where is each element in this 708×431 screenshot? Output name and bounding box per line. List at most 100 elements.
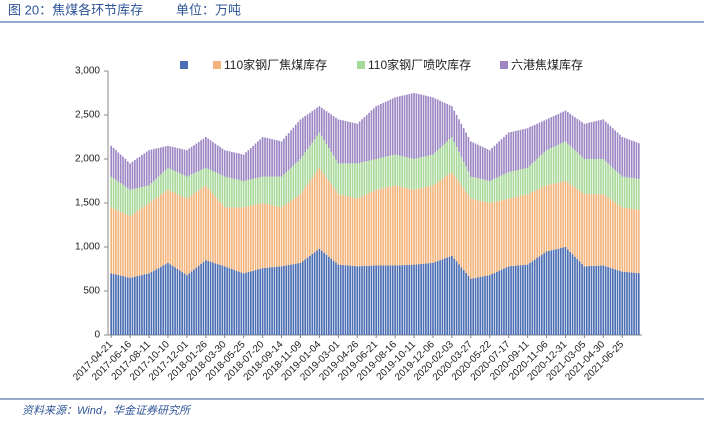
legend-label: 110家钢厂焦煤库存 xyxy=(224,57,327,72)
bar-segment xyxy=(505,134,508,174)
bar-segment xyxy=(178,195,181,271)
bar-segment xyxy=(152,199,155,271)
bar-segment xyxy=(408,188,411,265)
bar-segment xyxy=(491,147,493,180)
bar-segment xyxy=(597,158,600,195)
bar-segment xyxy=(190,195,193,272)
bar-segment xyxy=(143,153,146,187)
bar-segment xyxy=(396,155,399,186)
bar-segment xyxy=(512,131,515,172)
bar-segment xyxy=(626,138,628,178)
bar-segment xyxy=(567,249,569,335)
bar-segment xyxy=(337,163,340,195)
bar-segment xyxy=(119,183,122,212)
bar-segment xyxy=(372,190,375,266)
bar-segment xyxy=(349,122,351,164)
bar-segment xyxy=(235,152,238,180)
bar-segment xyxy=(500,139,503,176)
bar-segment xyxy=(354,197,356,267)
bar-segment xyxy=(148,273,150,335)
bar-segment xyxy=(493,178,496,202)
bar-segment xyxy=(231,178,233,208)
bar-segment xyxy=(401,186,404,266)
bar-segment xyxy=(479,178,482,201)
bar-segment xyxy=(138,275,141,335)
bar-segment xyxy=(145,204,148,274)
bar-segment xyxy=(474,277,477,335)
bar-segment xyxy=(209,169,212,191)
bar-segment xyxy=(124,186,127,214)
bar-segment xyxy=(552,146,555,184)
bar-segment xyxy=(178,173,181,196)
bar-segment xyxy=(614,170,616,203)
bar-segment xyxy=(354,163,356,198)
bar-segment xyxy=(249,148,252,180)
bar-segment xyxy=(597,120,600,159)
bar-segment xyxy=(188,175,191,197)
bar-segment xyxy=(408,264,411,335)
bar-segment xyxy=(216,145,219,174)
bar-segment xyxy=(467,275,470,335)
bar-segment xyxy=(377,265,380,335)
bar-segment xyxy=(396,185,399,266)
bar-segment xyxy=(368,193,370,266)
bar-segment xyxy=(351,197,354,266)
bar-segment xyxy=(595,194,598,266)
bar-segment xyxy=(183,149,186,176)
bar-segment xyxy=(131,161,134,190)
bar-segment xyxy=(543,152,546,187)
bar-segment xyxy=(283,265,285,335)
bar-segment xyxy=(611,200,614,269)
bar-segment xyxy=(342,195,344,266)
bar-segment xyxy=(630,208,633,273)
bar-segment xyxy=(136,158,139,189)
bar-segment xyxy=(602,265,605,335)
bar-segment xyxy=(614,269,616,335)
bar-segment xyxy=(526,128,529,168)
bar-segment xyxy=(160,174,162,195)
bar-segment xyxy=(389,186,392,266)
bar-segment xyxy=(569,113,572,146)
bar-segment xyxy=(268,267,271,335)
bar-segment xyxy=(498,270,501,335)
bar-segment xyxy=(167,167,169,190)
bar-segment xyxy=(458,182,460,265)
bar-segment xyxy=(609,199,612,268)
bar-segment xyxy=(223,150,226,177)
bar-segment xyxy=(604,195,607,267)
bar-segment xyxy=(517,265,519,335)
bar-segment xyxy=(134,160,136,189)
bar-segment xyxy=(155,148,157,179)
bar-segment xyxy=(292,199,295,265)
legend-label: 110家钢厂喷吹库存 xyxy=(368,57,471,72)
bar-segment xyxy=(221,175,224,205)
bar-segment xyxy=(219,264,221,335)
bar-segment xyxy=(304,116,307,153)
bar-segment xyxy=(505,199,508,268)
bar-segment xyxy=(375,159,378,190)
bar-segment xyxy=(278,206,281,267)
bar-segment xyxy=(131,189,134,215)
bar-segment xyxy=(465,192,467,273)
bar-segment xyxy=(410,158,413,190)
bar-segment xyxy=(323,109,325,141)
bar-segment xyxy=(283,174,285,206)
bar-segment xyxy=(200,169,202,189)
bar-segment xyxy=(488,203,491,276)
bar-segment xyxy=(160,194,162,267)
bar-segment xyxy=(510,266,512,335)
bar-segment xyxy=(391,155,394,186)
bar-segment xyxy=(429,155,432,186)
bar-segment xyxy=(396,265,399,335)
bar-segment xyxy=(578,154,581,191)
bar-segment xyxy=(498,200,501,271)
bar-segment xyxy=(247,150,250,180)
bar-segment xyxy=(238,179,240,208)
bar-segment xyxy=(351,122,354,164)
bar-segment xyxy=(368,112,370,161)
bar-segment xyxy=(403,156,406,188)
bar-segment xyxy=(122,184,124,213)
bar-segment xyxy=(150,272,153,335)
bar-segment xyxy=(214,143,217,173)
bar-segment xyxy=(143,186,146,207)
